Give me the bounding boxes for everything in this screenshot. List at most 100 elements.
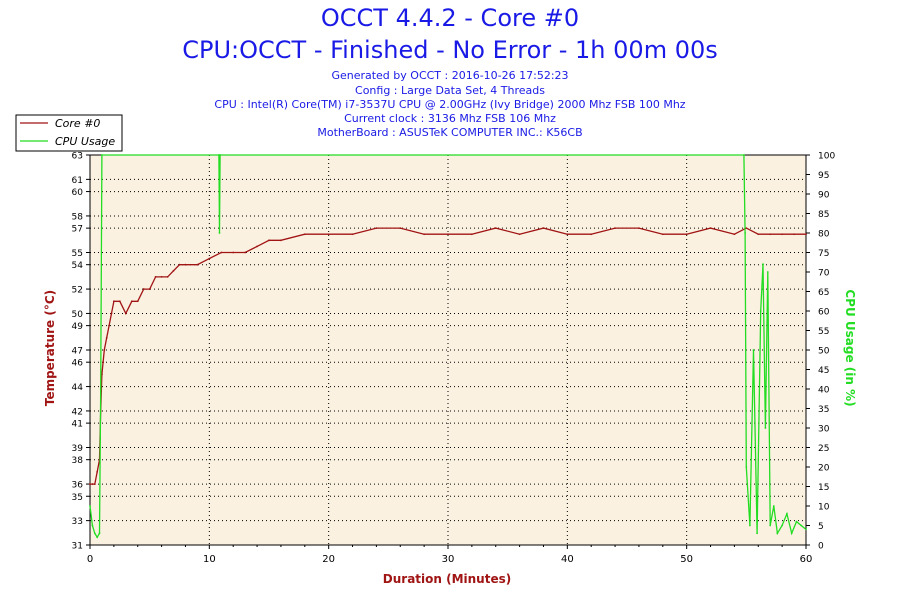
data-point-core0 bbox=[196, 263, 199, 266]
data-point-core0 bbox=[160, 275, 163, 278]
y-tick-label: 41 bbox=[72, 420, 83, 430]
data-point-core0 bbox=[709, 227, 712, 230]
data-point-cpu-usage bbox=[744, 232, 747, 234]
data-point-cpu-usage bbox=[805, 528, 807, 531]
data-point-core0 bbox=[256, 245, 258, 248]
info-cpu: CPU : Intel(R) Core(TM) i7-3537U CPU @ 2… bbox=[214, 98, 686, 111]
y2-tick-label: 15 bbox=[818, 483, 829, 493]
data-point-core0 bbox=[566, 233, 569, 236]
y2-axis-label: CPU Usage (in %) bbox=[843, 289, 857, 406]
data-point-core0 bbox=[118, 300, 121, 303]
y2-tick-label: 30 bbox=[818, 425, 830, 435]
data-point-core0 bbox=[110, 312, 113, 315]
y2-tick-label: 10 bbox=[818, 503, 830, 513]
data-point-cpu-usage bbox=[772, 505, 775, 507]
data-point-core0 bbox=[93, 483, 96, 485]
data-point-core0 bbox=[124, 312, 127, 315]
data-point-cpu-usage bbox=[766, 271, 769, 273]
data-point-core0 bbox=[638, 227, 640, 230]
data-point-cpu-usage bbox=[218, 232, 221, 234]
data-point-core0 bbox=[590, 233, 593, 236]
data-point-core0 bbox=[91, 483, 94, 485]
legend-box bbox=[15, 114, 123, 152]
y-tick-label: 44 bbox=[72, 383, 84, 393]
y2-tick-label: 85 bbox=[818, 210, 829, 220]
y2-tick-label: 100 bbox=[818, 152, 835, 162]
data-point-core0 bbox=[208, 257, 211, 260]
data-point-core0 bbox=[89, 483, 91, 485]
y2-tick-label: 20 bbox=[818, 464, 830, 474]
y-tick-label: 31 bbox=[72, 542, 83, 552]
x-tick-label: 0 bbox=[87, 554, 93, 565]
data-point-core0 bbox=[661, 233, 664, 236]
y2-tick-label: 55 bbox=[818, 327, 829, 337]
y2-tick-label: 75 bbox=[818, 249, 829, 259]
data-point-cpu-usage bbox=[219, 154, 221, 156]
data-point-cpu-usage bbox=[759, 310, 762, 312]
data-point-core0 bbox=[375, 227, 378, 230]
y2-tick-label: 90 bbox=[818, 191, 830, 201]
data-point-core0 bbox=[142, 288, 145, 290]
y-tick-label: 63 bbox=[72, 152, 83, 162]
data-point-cpu-usage bbox=[749, 524, 751, 527]
data-point-core0 bbox=[542, 227, 545, 230]
y2-tick-label: 40 bbox=[818, 386, 830, 396]
data-point-core0 bbox=[399, 227, 402, 230]
legend-label-cpu-usage: CPU Usage bbox=[55, 135, 115, 148]
data-point-core0 bbox=[220, 251, 223, 254]
x-tick-label: 20 bbox=[322, 554, 335, 565]
data-point-core0 bbox=[154, 275, 157, 278]
x-tick-label: 60 bbox=[800, 554, 813, 565]
data-point-cpu-usage bbox=[781, 524, 784, 527]
y2-tick-label: 50 bbox=[818, 347, 830, 357]
y-tick-label: 38 bbox=[72, 456, 84, 466]
data-point-core0 bbox=[268, 239, 270, 242]
y2-tick-label: 70 bbox=[818, 269, 830, 279]
y-tick-label: 33 bbox=[72, 517, 83, 527]
data-point-core0 bbox=[805, 233, 807, 236]
info-generated: Generated by OCCT : 2016-10-26 17:52:23 bbox=[331, 69, 569, 82]
y2-tick-label: 95 bbox=[818, 171, 829, 181]
data-point-core0 bbox=[447, 233, 449, 236]
data-point-cpu-usage bbox=[743, 154, 745, 156]
data-point-core0 bbox=[101, 373, 103, 376]
y2-tick-label: 35 bbox=[818, 405, 829, 415]
data-point-cpu-usage bbox=[776, 532, 779, 535]
y-tick-label: 54 bbox=[72, 261, 84, 271]
data-point-core0 bbox=[470, 233, 473, 236]
data-point-cpu-usage bbox=[752, 349, 755, 351]
data-point-cpu-usage bbox=[99, 388, 102, 390]
data-point-cpu-usage bbox=[756, 532, 758, 535]
y2-tick-label: 5 bbox=[818, 522, 824, 532]
data-point-core0 bbox=[232, 251, 235, 254]
y-tick-label: 61 bbox=[72, 176, 83, 186]
data-point-cpu-usage bbox=[800, 524, 803, 527]
data-point-core0 bbox=[303, 233, 306, 236]
y2-tick-label: 60 bbox=[818, 308, 830, 318]
data-point-core0 bbox=[745, 227, 748, 230]
y-tick-label: 35 bbox=[72, 493, 83, 503]
grid bbox=[90, 155, 806, 545]
data-point-cpu-usage bbox=[786, 512, 788, 515]
x-tick-label: 30 bbox=[442, 554, 455, 565]
data-point-core0 bbox=[112, 300, 115, 303]
data-point-cpu-usage bbox=[762, 263, 764, 266]
y-tick-label: 50 bbox=[72, 310, 84, 320]
y2-tick-label: 25 bbox=[818, 444, 829, 454]
y2-tick-label: 45 bbox=[818, 366, 829, 376]
data-point-core0 bbox=[769, 233, 772, 236]
data-point-core0 bbox=[178, 263, 181, 266]
x-tick-label: 10 bbox=[203, 554, 216, 565]
data-point-core0 bbox=[172, 269, 175, 272]
y-tick-label: 46 bbox=[72, 359, 84, 369]
data-point-core0 bbox=[518, 233, 521, 236]
series-line-core0 bbox=[90, 227, 806, 485]
data-point-core0 bbox=[105, 336, 108, 339]
data-point-core0 bbox=[130, 300, 133, 303]
y2-tick-label: 80 bbox=[818, 230, 830, 240]
info-config: Config : Large Data Set, 4 Threads bbox=[355, 84, 545, 97]
data-point-cpu-usage bbox=[93, 532, 96, 535]
data-point-core0 bbox=[136, 300, 139, 303]
data-point-core0 bbox=[781, 233, 784, 236]
